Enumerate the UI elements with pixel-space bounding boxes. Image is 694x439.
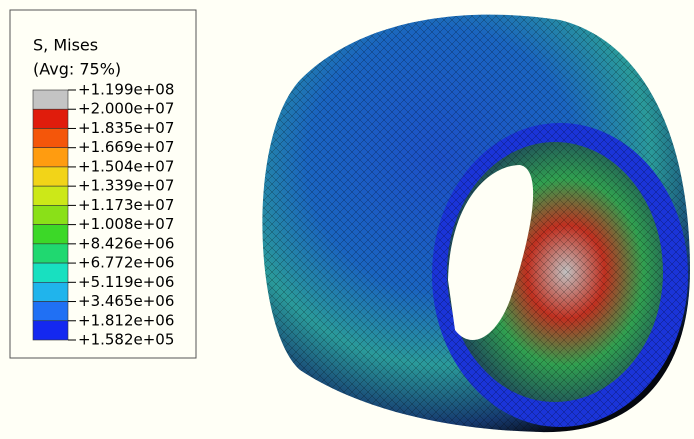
viewport: S, Mises (Avg: 75%) +1.199e+08+2.000e+07… bbox=[0, 0, 694, 439]
legend-label: +8.426e+06 bbox=[78, 234, 174, 252]
legend-swatch bbox=[33, 109, 68, 128]
legend-label: +1.504e+07 bbox=[78, 157, 174, 175]
legend-subtitle: (Avg: 75%) bbox=[33, 60, 121, 79]
legend-label: +2.000e+07 bbox=[78, 100, 174, 118]
legend-label: +1.008e+07 bbox=[78, 215, 174, 233]
model bbox=[262, 15, 690, 433]
legend-swatch bbox=[33, 128, 68, 147]
legend-swatch bbox=[33, 205, 68, 224]
legend-scale: +1.199e+08+2.000e+07+1.835e+07+1.669e+07… bbox=[33, 81, 174, 349]
legend-label: +1.812e+06 bbox=[78, 311, 174, 329]
legend-label: +6.772e+06 bbox=[78, 254, 174, 272]
legend-label: +3.465e+06 bbox=[78, 292, 174, 310]
legend-swatch bbox=[33, 90, 68, 109]
legend-label: +1.582e+05 bbox=[78, 331, 174, 349]
legend-swatch bbox=[33, 167, 68, 186]
legend-swatch bbox=[33, 302, 68, 321]
legend-label: +1.339e+07 bbox=[78, 177, 174, 195]
legend-label: +1.669e+07 bbox=[78, 138, 174, 156]
legend-swatch bbox=[33, 263, 68, 282]
legend-swatch bbox=[33, 244, 68, 263]
legend-label: +1.835e+07 bbox=[78, 119, 174, 137]
legend-swatch bbox=[33, 321, 68, 340]
legend-label: +1.173e+07 bbox=[78, 196, 174, 214]
legend-title: S, Mises bbox=[33, 36, 98, 55]
legend-swatch bbox=[33, 148, 68, 167]
legend-swatch bbox=[33, 282, 68, 301]
legend-label: +1.199e+08 bbox=[78, 81, 174, 99]
legend-label: +5.119e+06 bbox=[78, 273, 174, 291]
legend-swatch bbox=[33, 225, 68, 244]
legend-swatch bbox=[33, 186, 68, 205]
